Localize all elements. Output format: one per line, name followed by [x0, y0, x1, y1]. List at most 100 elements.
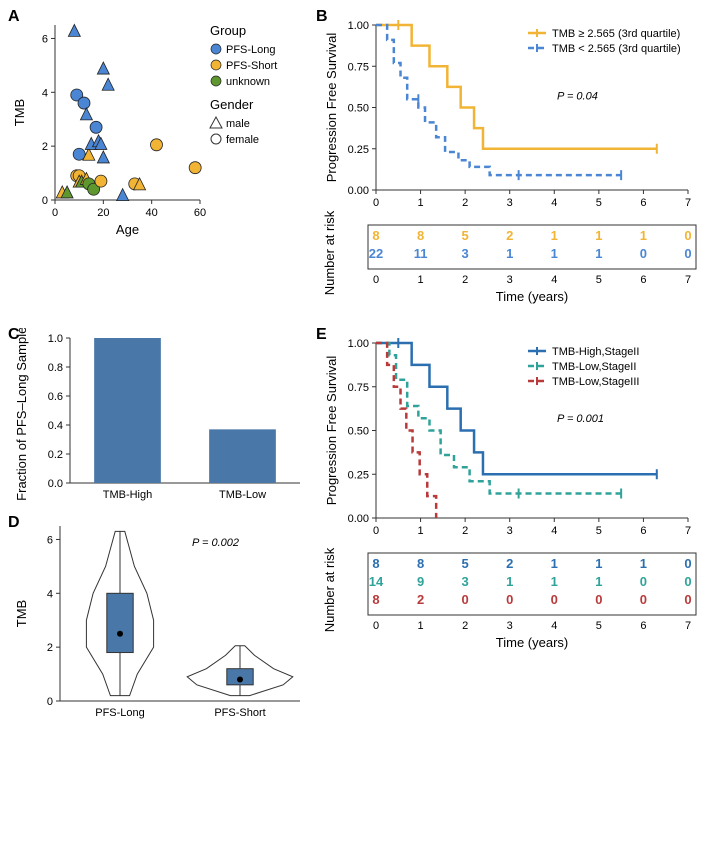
- svg-text:0.75: 0.75: [348, 61, 369, 73]
- km-plot-e: 0 1 2 3 4 5 6 7 0.00 0.25 0.50 0.75 1.00 Progression …: [318, 328, 698, 668]
- svg-text:3: 3: [507, 197, 513, 209]
- svg-text:Progression Free Survival: Progression Free Survival: [324, 356, 339, 506]
- svg-text:2: 2: [42, 141, 48, 153]
- svg-text:1.0: 1.0: [48, 333, 63, 345]
- svg-text:6: 6: [640, 620, 646, 632]
- svg-text:1: 1: [640, 556, 647, 571]
- svg-text:0: 0: [684, 228, 691, 243]
- svg-text:1.00: 1.00: [348, 20, 369, 32]
- violin-plot-d: 0246TMBPFS-LongPFS-ShortP = 0.002: [10, 516, 310, 726]
- svg-text:0: 0: [595, 592, 602, 607]
- svg-text:5: 5: [596, 197, 602, 209]
- svg-text:0: 0: [373, 525, 379, 537]
- svg-text:8: 8: [417, 556, 424, 571]
- svg-text:2: 2: [462, 525, 468, 537]
- svg-text:7: 7: [685, 197, 691, 209]
- panel-e: E 0 1 2 3 4 5 6 7 0.00 0.25 0.50 0.75 1.00 Progressio…: [318, 328, 698, 726]
- svg-text:8: 8: [417, 228, 424, 243]
- km-plot-b: 012345670.000.250.500.751.00Progression …: [318, 10, 698, 320]
- svg-text:5: 5: [462, 228, 469, 243]
- svg-text:8: 8: [372, 228, 379, 243]
- svg-text:7: 7: [685, 620, 691, 632]
- svg-text:14: 14: [369, 574, 384, 589]
- svg-text:40: 40: [146, 207, 158, 219]
- svg-text:PFS-Short: PFS-Short: [226, 60, 277, 72]
- panel-b-label: B: [316, 8, 328, 26]
- svg-text:2: 2: [417, 592, 424, 607]
- svg-text:0: 0: [506, 592, 513, 607]
- svg-text:TMB < 2.565 (3rd quartile): TMB < 2.565 (3rd quartile): [552, 43, 681, 55]
- svg-text:3: 3: [507, 620, 513, 632]
- svg-text:1: 1: [595, 228, 602, 243]
- svg-text:Gender: Gender: [210, 97, 254, 112]
- panel-e-label: E: [316, 326, 327, 344]
- svg-text:TMB-High,StageII: TMB-High,StageII: [552, 346, 639, 358]
- svg-text:P = 0.002: P = 0.002: [192, 537, 239, 549]
- svg-text:9: 9: [417, 574, 424, 589]
- svg-text:5: 5: [596, 274, 602, 286]
- svg-text:1: 1: [551, 556, 558, 571]
- svg-text:1: 1: [640, 228, 647, 243]
- svg-text:Time (years): Time (years): [496, 635, 568, 650]
- svg-text:1: 1: [595, 556, 602, 571]
- svg-text:60: 60: [194, 207, 206, 219]
- panel-a: A 02040600246AgeTMBGroupPFS-LongPFS-Shor…: [10, 10, 310, 320]
- svg-text:4: 4: [551, 197, 557, 209]
- svg-text:Age: Age: [116, 222, 139, 237]
- svg-text:Number at risk: Number at risk: [322, 547, 337, 632]
- svg-text:female: female: [226, 134, 259, 146]
- svg-text:0.00: 0.00: [348, 513, 369, 525]
- bar-plot-c: 0.00.20.40.60.81.0TMB-HighTMB-LowFractio…: [10, 328, 310, 508]
- svg-text:0: 0: [462, 592, 469, 607]
- svg-text:0.50: 0.50: [348, 426, 369, 438]
- svg-text:5: 5: [462, 556, 469, 571]
- svg-text:4: 4: [551, 274, 557, 286]
- svg-text:4: 4: [47, 588, 53, 600]
- svg-text:4: 4: [42, 87, 48, 99]
- svg-text:1.00: 1.00: [348, 338, 369, 350]
- svg-text:5: 5: [596, 525, 602, 537]
- svg-text:0.50: 0.50: [348, 103, 369, 115]
- svg-text:6: 6: [640, 274, 646, 286]
- svg-text:0.8: 0.8: [48, 362, 63, 374]
- svg-text:0: 0: [373, 274, 379, 286]
- svg-text:3: 3: [507, 525, 513, 537]
- svg-text:0.2: 0.2: [48, 449, 63, 461]
- svg-text:0: 0: [551, 592, 558, 607]
- svg-text:4: 4: [551, 525, 557, 537]
- svg-text:0: 0: [640, 246, 647, 261]
- svg-text:22: 22: [369, 246, 383, 261]
- svg-text:Time (years): Time (years): [496, 289, 568, 304]
- svg-text:0: 0: [47, 696, 53, 708]
- svg-text:0.75: 0.75: [348, 382, 369, 394]
- svg-text:0.6: 0.6: [48, 391, 63, 403]
- svg-text:2: 2: [47, 642, 53, 654]
- svg-text:1: 1: [551, 246, 558, 261]
- svg-text:20: 20: [97, 207, 109, 219]
- svg-text:6: 6: [640, 525, 646, 537]
- svg-text:2: 2: [462, 620, 468, 632]
- svg-text:1: 1: [595, 246, 602, 261]
- svg-text:0.00: 0.00: [348, 185, 369, 197]
- panel-d-label: D: [8, 514, 20, 532]
- svg-text:3: 3: [462, 246, 469, 261]
- svg-text:0: 0: [373, 197, 379, 209]
- panel-b: B 012345670.000.250.500.751.00Progressio…: [318, 10, 698, 320]
- svg-text:P = 0.04: P = 0.04: [557, 90, 598, 102]
- svg-text:PFS-Short: PFS-Short: [214, 707, 265, 719]
- svg-text:3: 3: [507, 274, 513, 286]
- panel-d: D 0246TMBPFS-LongPFS-ShortP = 0.002: [10, 516, 310, 726]
- svg-text:6: 6: [640, 197, 646, 209]
- svg-text:male: male: [226, 118, 250, 130]
- svg-text:TMB: TMB: [14, 600, 29, 627]
- svg-text:0: 0: [684, 592, 691, 607]
- svg-text:0.4: 0.4: [48, 420, 63, 432]
- svg-text:0: 0: [373, 620, 379, 632]
- svg-text:3: 3: [462, 574, 469, 589]
- svg-text:1: 1: [418, 620, 424, 632]
- svg-text:Number at risk: Number at risk: [322, 210, 337, 295]
- svg-text:PFS-Long: PFS-Long: [95, 707, 145, 719]
- svg-text:0.25: 0.25: [348, 469, 369, 481]
- svg-text:1: 1: [506, 574, 513, 589]
- svg-text:0: 0: [684, 556, 691, 571]
